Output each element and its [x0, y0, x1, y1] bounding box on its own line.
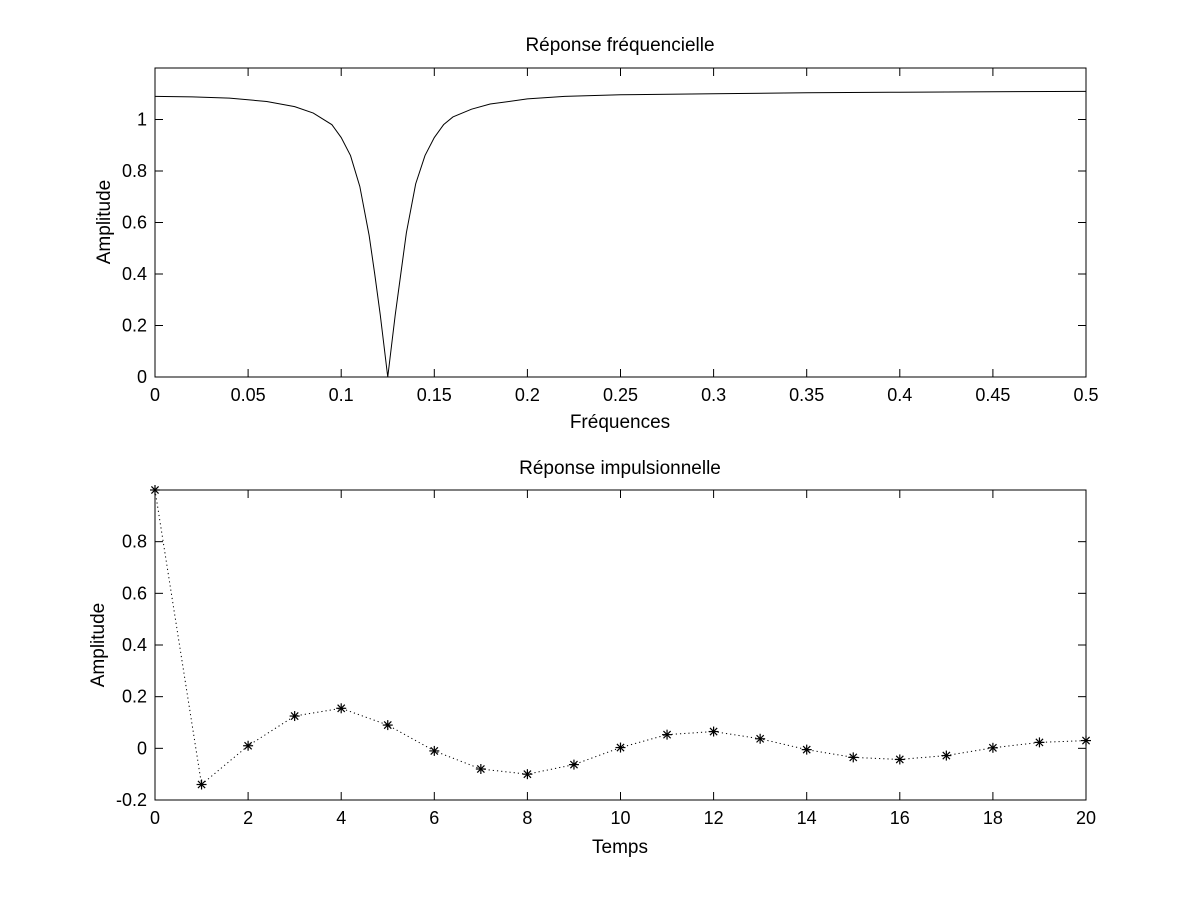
impulse-response-title: Réponse impulsionnelle [519, 458, 721, 479]
impulse-response-xtick-label: 10 [610, 808, 630, 828]
impulse-response-data-point [196, 779, 207, 790]
frequency-response-ytick-label: 1 [137, 110, 147, 130]
impulse-response-xtick-label: 14 [797, 808, 817, 828]
frequency-response-title: Réponse fréquencielle [525, 35, 714, 56]
impulse-response-xtick-label: 4 [336, 808, 346, 828]
impulse-response-ytick-label: 0.2 [122, 687, 147, 707]
impulse-response-xtick-label: 20 [1076, 808, 1096, 828]
frequency-response-series-line [154, 90, 1087, 378]
frequency-response-ytick-label: 0.2 [122, 316, 147, 336]
impulse-response-data-point [336, 703, 347, 714]
frequency-response-xtick-label: 0.1 [329, 385, 354, 405]
impulse-response-xtick-label: 8 [522, 808, 532, 828]
impulse-response-data-point [382, 720, 393, 731]
impulse-response-xtick-label: 18 [983, 808, 1003, 828]
frequency-response-ytick-label: 0.4 [122, 264, 147, 284]
impulse-response-ylabel: Amplitude [88, 603, 109, 688]
impulse-response-data-point [894, 754, 905, 765]
frequency-response-xtick-label: 0.45 [975, 385, 1010, 405]
impulse-response-xtick-label: 6 [429, 808, 439, 828]
impulse-response-xtick-label: 2 [243, 808, 253, 828]
impulse-response-data-point [615, 742, 626, 753]
impulse-response-axes: 0 2 4 6 8 10 12 14 16 18 20-0.200.20.40.60.8 [116, 485, 1096, 828]
frequency-response-xlabel: Fréquences [570, 412, 670, 433]
impulse-response-data-point [755, 733, 766, 744]
impulse-response-data-point [289, 711, 300, 722]
impulse-response-data-point [987, 742, 998, 753]
impulse-response-data-point [1081, 735, 1091, 746]
frequency-response-xtick-label: 0.4 [887, 385, 912, 405]
frequency-response-panel: Réponse fréquencielle Fréquences Amplitu… [94, 35, 1099, 433]
impulse-response-data-point [941, 750, 952, 761]
frequency-response-axes: 0 0.05 0.1 0.15 0.2 0.25 0.3 0.35 0.4 0.45 0.5 0 0.2… [122, 67, 1099, 405]
impulse-response-data-point [801, 744, 812, 755]
impulse-response-data-point [1034, 737, 1045, 748]
impulse-response-panel: Réponse impulsionnelle Temps Amplitude 0… [88, 458, 1096, 858]
frequency-response-xtick-label: 0.25 [603, 385, 638, 405]
impulse-response-xtick-label: 12 [704, 808, 724, 828]
frequency-response-ytick-label: 0.8 [122, 161, 147, 181]
impulse-response-data-point [522, 769, 533, 780]
impulse-response-ytick-label: 0.4 [122, 635, 147, 655]
impulse-response-data-point [568, 759, 579, 770]
impulse-response-ytick-label: 0 [137, 738, 147, 758]
impulse-response-data-point [243, 740, 254, 751]
impulse-response-xlabel: Temps [592, 837, 648, 858]
frequency-response-xtick-label: 0 [150, 385, 160, 405]
impulse-response-ytick-label: -0.2 [116, 790, 147, 810]
frequency-response-ytick-label: 0.6 [122, 213, 147, 233]
impulse-response-ytick-label: 0.8 [122, 532, 147, 552]
frequency-response-xtick-label: 0.05 [231, 385, 266, 405]
frequency-response-xtick-label: 0.5 [1073, 385, 1098, 405]
frequency-response-xtick-label: 0.15 [417, 385, 452, 405]
impulse-response-xtick-label: 16 [890, 808, 910, 828]
impulse-response-data-point [150, 485, 160, 495]
frequency-response-ytick-label: 0 [137, 367, 147, 387]
frequency-response-xtick-label: 0.35 [789, 385, 824, 405]
impulse-response-xtick-label: 0 [150, 808, 160, 828]
impulse-response-data-point [848, 752, 859, 763]
impulse-response-data-point [662, 729, 673, 740]
impulse-response-ytick-label: 0.6 [122, 583, 147, 603]
frequency-response-xtick-label: 0.3 [701, 385, 726, 405]
impulse-response-data-point [475, 764, 486, 774]
impulse-response-data-point [429, 745, 440, 756]
frequency-response-xtick-label: 0.2 [515, 385, 540, 405]
frequency-response-ylabel: Amplitude [94, 180, 115, 265]
impulse-response-data-point [708, 726, 719, 737]
